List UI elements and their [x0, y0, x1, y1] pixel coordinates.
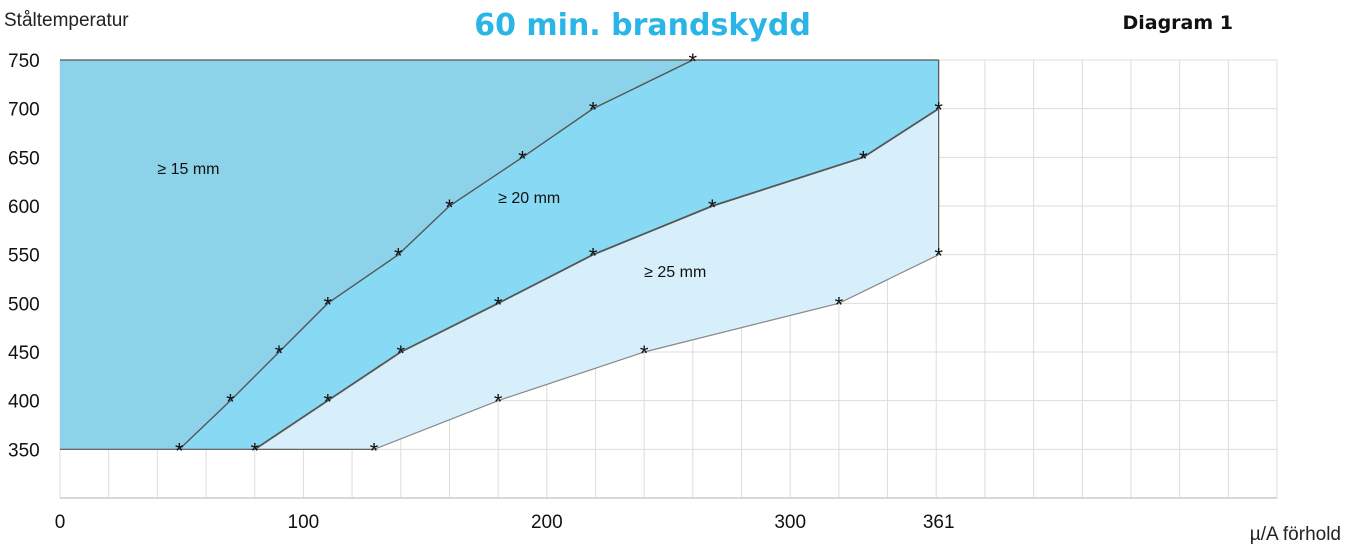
data-point-marker: *	[640, 341, 649, 366]
x-axis-title: µ/A förhold	[1249, 524, 1341, 545]
x-tick-label: 300	[774, 512, 806, 533]
data-point-marker: *	[934, 244, 943, 269]
data-point-marker: *	[835, 292, 844, 317]
series-line-25mm	[373, 254, 939, 450]
chart-title: 60 min. brandskydd	[474, 8, 811, 43]
series-line-20mm	[254, 107, 940, 451]
region-15mm	[60, 60, 693, 450]
y-tick-label: 700	[8, 100, 40, 121]
region-label: ≥ 25 mm	[644, 264, 706, 281]
x-tick-label: 100	[288, 512, 320, 533]
y-tick-label: 450	[8, 343, 40, 364]
y-tick-label: 650	[8, 148, 40, 169]
data-point-marker: *	[323, 390, 332, 415]
region-label: ≥ 15 mm	[157, 161, 219, 178]
data-point-marker: *	[370, 438, 379, 463]
data-point-marker: *	[589, 244, 598, 269]
data-point-marker: *	[394, 244, 403, 269]
data-point-marker: *	[226, 390, 235, 415]
y-tick-label: 350	[8, 440, 40, 461]
y-tick-label: 750	[8, 51, 40, 72]
data-point-marker: *	[396, 341, 405, 366]
y-tick-label: 400	[8, 392, 40, 413]
data-point-marker: *	[518, 146, 527, 171]
data-point-marker: *	[589, 98, 598, 123]
data-point-marker: *	[250, 438, 259, 463]
data-point-marker: *	[934, 98, 943, 123]
region-label: ≥ 20 mm	[498, 190, 560, 207]
data-point-marker: *	[275, 341, 284, 366]
data-point-marker: *	[175, 438, 184, 463]
y-tick-label: 600	[8, 197, 40, 218]
y-axis-title: Ståltemperatur	[4, 10, 129, 31]
y-tick-label: 550	[8, 246, 40, 267]
data-point-marker: *	[689, 49, 698, 74]
data-point-marker: *	[708, 195, 717, 220]
x-tick-label: 361	[923, 512, 955, 533]
series-line-15mm	[178, 59, 694, 450]
data-point-marker: *	[494, 390, 503, 415]
y-tick-label: 500	[8, 294, 40, 315]
x-tick-label: 0	[55, 512, 66, 533]
data-point-marker: *	[859, 146, 868, 171]
data-point-marker: *	[445, 195, 454, 220]
data-point-marker: *	[323, 292, 332, 317]
x-tick-label: 200	[531, 512, 563, 533]
diagram-label: Diagram 1	[1122, 12, 1233, 34]
data-point-marker: *	[494, 292, 503, 317]
